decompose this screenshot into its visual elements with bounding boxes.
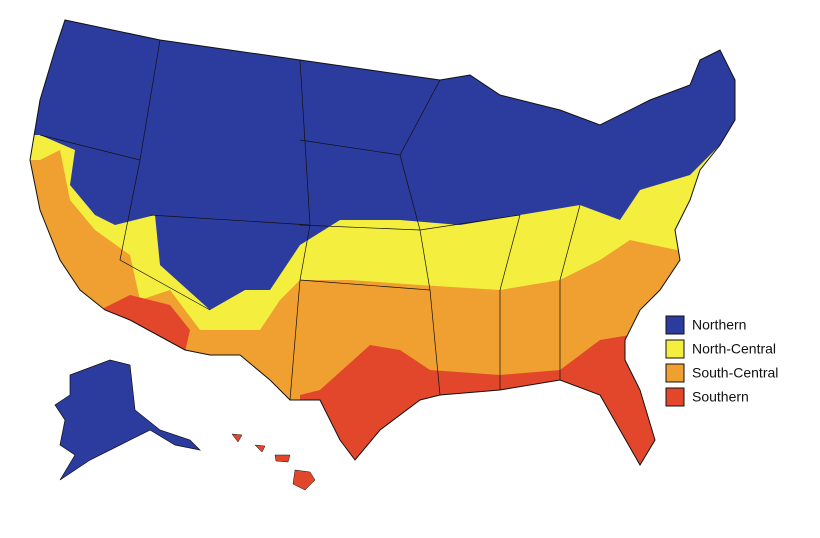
legend-label: Northern [692,317,746,333]
hawaii-kauai [231,433,243,443]
legend-label: North-Central [692,341,776,357]
legend-swatch [665,315,685,335]
state-lines [39,39,581,401]
hawaii-oahu [254,444,266,453]
legend-swatch [665,387,685,407]
legend: Northern North-Central South-Central Southe… [665,315,778,407]
southern-zone-west [100,295,190,352]
legend-label: Southern [692,389,749,405]
legend-label: South-Central [692,365,778,381]
alaska [54,359,202,481]
hawaii-maui [274,454,291,463]
us-outline [29,19,736,466]
hawaii-island [292,469,316,491]
legend-swatch [665,339,685,359]
hawaii [231,433,316,491]
legend-swatch [665,363,685,383]
